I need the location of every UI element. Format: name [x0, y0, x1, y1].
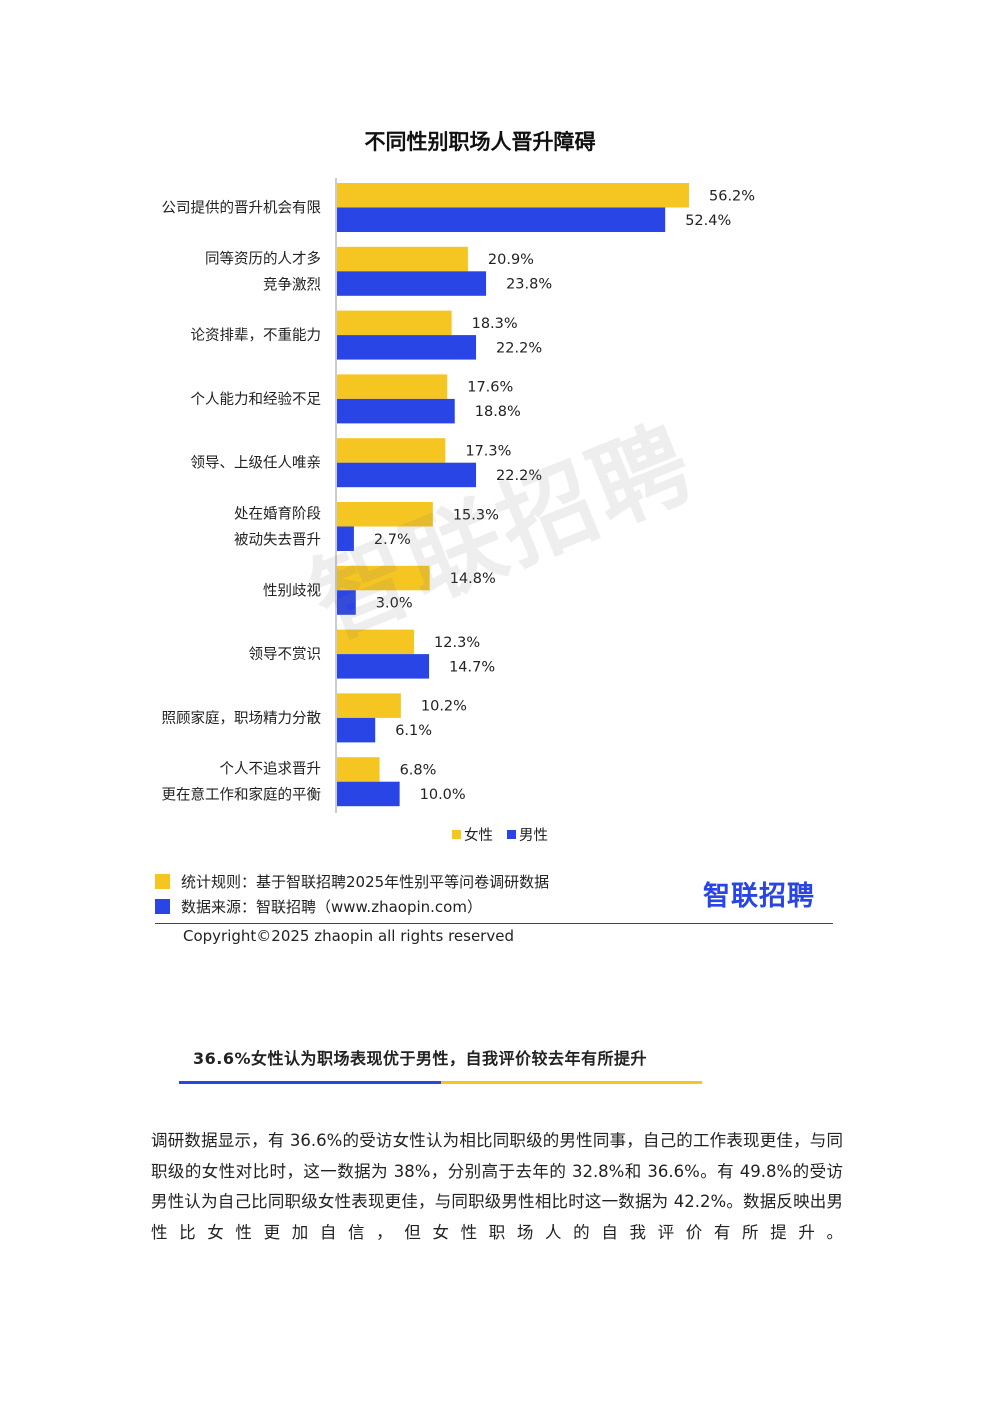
legend-label-male: 男性	[519, 827, 548, 844]
bar-female-6	[337, 565, 430, 591]
bar-female-1	[337, 246, 468, 272]
copyright: Copyright©2025 zhaopin all rights reserv…	[183, 927, 514, 945]
bar-female-3	[337, 374, 448, 399]
bar-male-5	[337, 526, 354, 551]
data-label-male-4: 22.2%	[496, 468, 542, 484]
data-label-female-6: 14.8%	[450, 571, 496, 587]
data-label-female-0: 56.2%	[709, 188, 755, 204]
data-label-male-1: 23.8%	[506, 277, 552, 293]
data-label-female-9: 6.8%	[400, 762, 437, 778]
legend-label-female: 女性	[464, 826, 493, 844]
category-label-9-0: 个人不追求晋升	[220, 761, 322, 778]
bar-female-8	[337, 693, 401, 718]
source-origin-marker	[155, 899, 170, 914]
bar-female-0	[337, 183, 689, 208]
data-label-male-0: 52.4%	[685, 213, 731, 229]
category-label-9-1: 更在意工作和家庭的平衡	[162, 786, 322, 804]
data-label-male-8: 6.1%	[395, 723, 432, 739]
category-label-3-0: 个人能力和经验不足	[191, 391, 322, 408]
bar-male-9	[337, 781, 400, 807]
bar-male-8	[337, 717, 376, 743]
data-label-female-8: 10.2%	[421, 699, 467, 715]
category-label-8-0: 照顾家庭，职场精力分散	[162, 710, 322, 727]
category-label-1-0: 同等资历的人才多	[205, 249, 321, 267]
data-label-male-5: 2.7%	[374, 532, 411, 548]
divider	[155, 923, 833, 924]
bar-male-1	[337, 271, 487, 296]
data-label-female-3: 17.6%	[467, 380, 513, 396]
data-label-female-7: 12.3%	[434, 635, 480, 651]
data-label-male-2: 22.2%	[496, 340, 542, 356]
bar-chart: 不同性别职场人晋升障碍 56.2% 52.4% 公司提供的晋升机会有限 20.9% 23.…	[162, 130, 756, 844]
body-paragraph: 调研数据显示，有 36.6%的受访女性认为相比同职级的男性同事，自己的工作表现更…	[151, 1131, 843, 1242]
category-label-1-1: 竞争激烈	[263, 275, 321, 293]
bar-male-7	[337, 654, 430, 679]
data-label-male-7: 14.7%	[449, 659, 495, 675]
data-label-male-6: 3.0%	[376, 596, 413, 612]
data-label-female-4: 17.3%	[465, 443, 511, 459]
chart-title: 不同性别职场人晋升障碍	[365, 130, 596, 154]
bar-male-6	[337, 590, 356, 615]
section-underline-blue	[179, 1081, 441, 1084]
category-label-5-0: 处在婚育阶段	[234, 506, 321, 523]
legend-swatch-female	[452, 830, 461, 839]
source-rule-text: 统计规则：基于智联招聘2025年性别平等问卷调研数据	[181, 873, 550, 891]
data-label-female-5: 15.3%	[453, 507, 499, 523]
bar-female-4	[337, 438, 446, 463]
category-label-4-0: 领导、上级任人唯亲	[191, 455, 322, 472]
bar-female-7	[337, 629, 415, 655]
section-heading: 36.6%女性认为职场表现优于男性，自我评价较去年有所提升	[193, 1049, 648, 1068]
bar-female-5	[337, 502, 433, 527]
source-rule-marker	[155, 874, 170, 889]
bar-male-2	[337, 335, 477, 360]
brand-logo: 智联招聘	[703, 881, 815, 912]
legend-swatch-male	[507, 830, 516, 839]
category-label-0-0: 公司提供的晋升机会有限	[162, 200, 322, 217]
bar-male-4	[337, 462, 477, 488]
bar-male-0	[337, 207, 666, 232]
bar-male-3	[337, 398, 455, 424]
data-label-male-3: 18.8%	[475, 404, 521, 420]
data-label-female-2: 18.3%	[472, 316, 518, 332]
data-label-male-9: 10.0%	[420, 787, 466, 803]
category-label-5-1: 被动失去晋升	[234, 532, 321, 549]
data-label-female-1: 20.9%	[488, 252, 534, 268]
section-underline-yellow	[441, 1081, 702, 1084]
category-label-7-0: 领导不赏识	[249, 646, 322, 663]
bar-female-2	[337, 310, 452, 336]
source-origin-row: 数据来源：智联招聘（www.zhaopin.com）	[155, 896, 482, 917]
bar-female-9	[337, 757, 380, 782]
source-origin-text: 数据来源：智联招聘（www.zhaopin.com）	[181, 898, 482, 916]
category-label-6-0: 性别歧视	[263, 582, 321, 599]
category-label-2-0: 论资排辈，不重能力	[191, 327, 322, 344]
source-rule-row: 统计规则：基于智联招聘2025年性别平等问卷调研数据	[155, 871, 549, 892]
